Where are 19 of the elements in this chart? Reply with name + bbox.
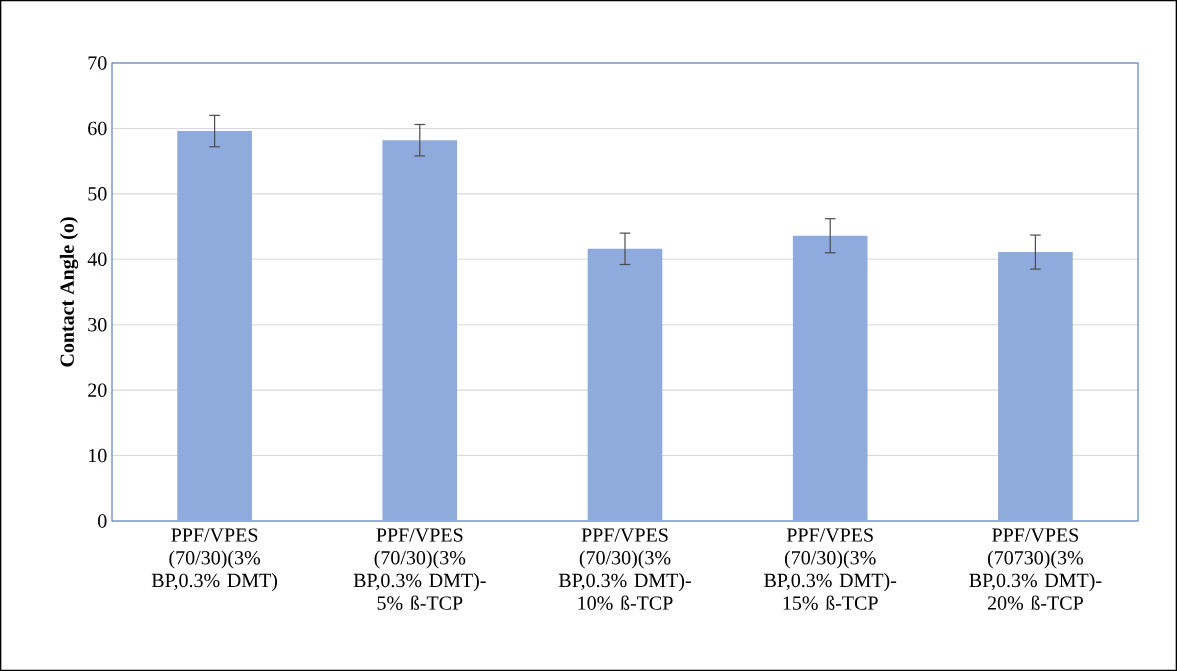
x-tick-label: PPF/VPES (70/30)(3% BP,0.3% DMT) [151,528,278,592]
x-tick-label: PPF/VPES (70/30)(3% BP,0.3% DMT)-5% ß-TCP [353,528,486,610]
y-tick-label: 40 [87,252,107,267]
y-tick-label: 30 [88,317,107,332]
y-tick-label: 20 [88,383,107,397]
x-tick-label: PPF/VPES (70/30)(3% BP,0.3% DMT)-10% ß-TCP [558,528,691,610]
x-tick-label: PPF/VPES (70/30)(3% BP,0.3% DMT)-15% ß-TCP [764,528,897,610]
y-tick-label: 50 [88,187,107,201]
bar [382,140,458,521]
y-tick-label: 60 [88,121,107,136]
bar [177,131,252,521]
bar [587,248,663,521]
y-tick-label: 10 [89,448,107,463]
x-tick-label: PPF/VPES (70730)(3% BP,0.3% DMT)-20% ß-TCP [969,528,1102,610]
bar [792,235,868,521]
bar [998,252,1073,521]
y-tick-label: 70 [88,56,107,70]
y-tick-label: 0 [98,514,107,528]
y-axis-title: Contact Angle (o) [59,217,79,367]
